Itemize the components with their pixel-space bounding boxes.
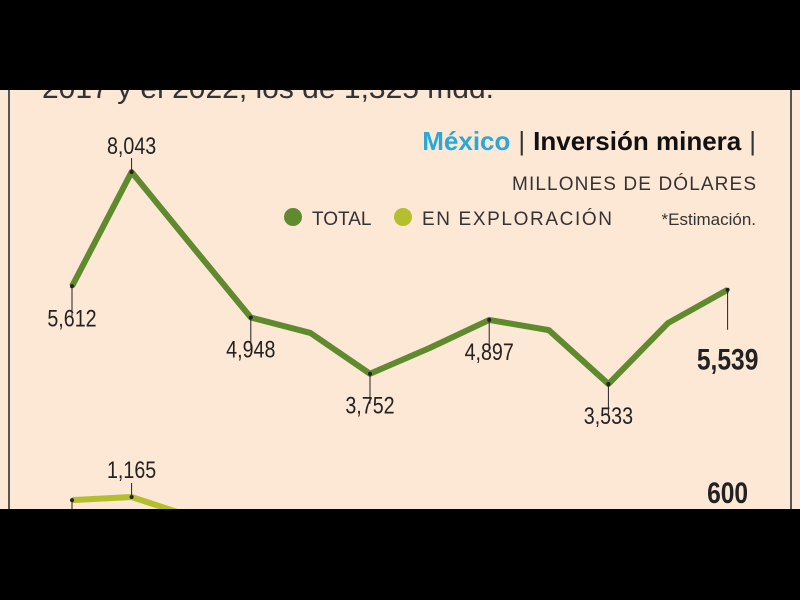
total-point	[725, 287, 730, 292]
total-point	[606, 382, 611, 387]
title-separator-2: |	[749, 126, 756, 156]
chart-background	[0, 90, 800, 509]
total-data-label: 4,948	[226, 336, 275, 363]
total-point	[368, 371, 372, 376]
title-country: México	[422, 126, 510, 156]
total-point	[248, 315, 253, 320]
total-data-label: 3,533	[584, 402, 633, 429]
intro-text: 2017 y el 2022, los de 1,325 mdd.	[42, 72, 494, 105]
total-data-label: 8,043	[107, 132, 156, 159]
exploration-last-label: 600	[707, 476, 748, 510]
chart-title-line: México | Inversión minera |	[422, 126, 756, 156]
legend-exploration-label: EN EXPLORACIÓN	[422, 208, 612, 230]
exploration-data-label: 1,165	[107, 456, 156, 483]
legend-exploration-marker	[394, 208, 412, 226]
estimation-note: *Estimación.	[662, 210, 756, 229]
chart-title: Inversión minera	[533, 126, 742, 156]
total-series-line	[69, 169, 730, 388]
legend-total-marker	[284, 208, 302, 226]
total-point	[70, 284, 74, 289]
chart-subtitle: MILLONES DE DÓLARES	[512, 173, 756, 195]
total-point	[129, 170, 134, 174]
total-data-label: 3,752	[345, 392, 394, 419]
legend-total-label: TOTAL	[312, 209, 371, 230]
total-data-label: 5,539	[697, 342, 759, 376]
title-separator: |	[518, 126, 525, 156]
total-data-label: 4,897	[465, 338, 514, 365]
total-point	[487, 317, 492, 322]
total-data-label: 5,612	[47, 304, 96, 331]
